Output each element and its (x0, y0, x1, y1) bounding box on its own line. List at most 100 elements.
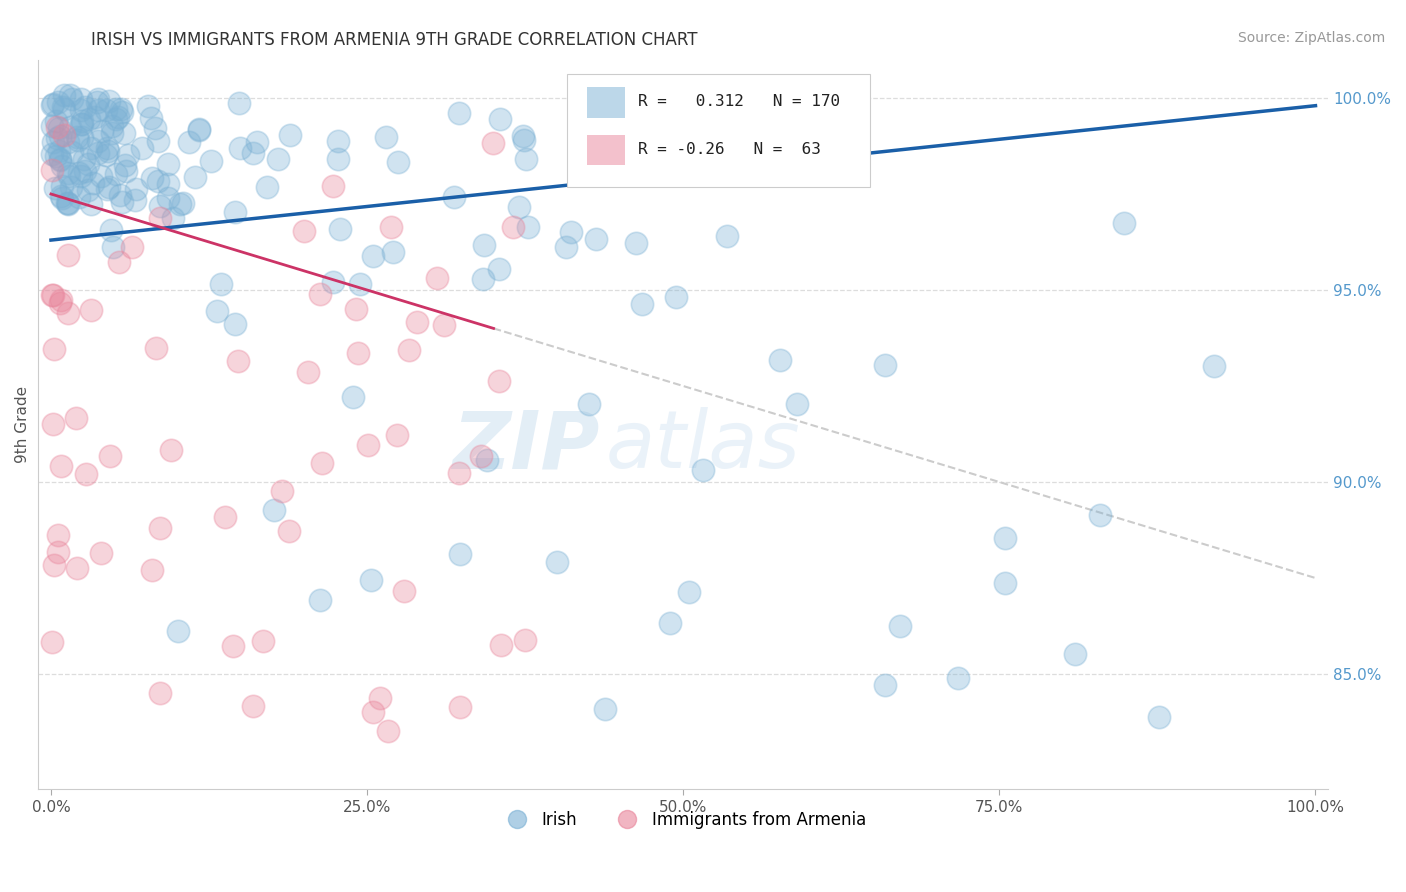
Point (224, 317, 246, 331)
Point (53, 102, 76, 116)
Point (242, 146, 264, 161)
Point (214, 509, 236, 524)
Point (56, 197, 79, 211)
Point (101, 127, 124, 141)
Point (59, 120, 82, 134)
Point (87, 92, 110, 106)
Point (387, 154, 409, 169)
Point (55, 196, 77, 211)
Point (42, 417, 65, 432)
Point (1112, 216, 1135, 230)
Point (104, 112, 127, 127)
Point (51, 178, 73, 193)
Point (381, 244, 404, 259)
Point (361, 705, 384, 719)
Point (51, 191, 73, 205)
Point (308, 593, 330, 607)
Point (475, 452, 498, 467)
Point (228, 354, 250, 368)
Point (96, 141, 118, 155)
Point (172, 195, 194, 210)
Point (124, 182, 146, 196)
Point (58, 136, 80, 150)
Point (80, 141, 103, 155)
Point (49, 189, 72, 203)
Point (659, 616, 682, 631)
Point (52, 87, 75, 102)
Point (278, 524, 301, 539)
Point (508, 200, 530, 214)
Point (45, 113, 67, 128)
Point (87, 134, 110, 148)
Point (73, 100, 96, 114)
Point (70, 130, 93, 145)
Point (398, 343, 420, 357)
Point (297, 365, 319, 379)
Point (104, 168, 127, 182)
Point (489, 638, 512, 652)
Point (111, 195, 134, 210)
Point (41, 98, 63, 112)
Point (546, 555, 568, 569)
Point (48, 121, 70, 136)
Point (143, 121, 166, 136)
Point (449, 700, 471, 714)
Point (326, 153, 349, 167)
Point (111, 105, 134, 120)
Point (60, 92, 83, 106)
Point (160, 443, 183, 458)
Point (326, 134, 349, 148)
Point (44, 558, 66, 572)
Point (322, 179, 344, 194)
Point (692, 463, 714, 477)
Point (49, 128, 72, 143)
Point (184, 170, 207, 185)
Point (678, 584, 700, 599)
Point (41, 146, 63, 161)
Point (91, 124, 114, 138)
Point (41, 163, 63, 178)
Point (443, 190, 465, 204)
Point (75, 467, 97, 481)
Point (114, 126, 136, 140)
Point (141, 563, 163, 577)
Point (560, 225, 582, 239)
Point (515, 153, 537, 167)
Point (70, 92, 93, 106)
Point (593, 702, 616, 716)
Point (149, 211, 172, 226)
Point (948, 671, 970, 685)
Point (90, 169, 112, 183)
Point (578, 396, 600, 410)
Point (512, 133, 534, 147)
Point (56, 305, 79, 319)
Point (84, 110, 107, 124)
Point (222, 640, 245, 654)
Point (62, 145, 84, 159)
Point (107, 110, 129, 124)
Point (342, 390, 364, 404)
Point (94, 148, 117, 162)
Point (626, 236, 648, 251)
Point (162, 211, 184, 225)
Point (554, 240, 576, 254)
Point (322, 276, 344, 290)
Point (224, 205, 246, 219)
Text: ZIP: ZIP (451, 408, 599, 485)
Point (488, 261, 510, 276)
Point (875, 678, 897, 692)
Point (482, 136, 505, 150)
Point (368, 690, 391, 705)
Point (53, 128, 76, 142)
Point (121, 240, 143, 254)
Point (44, 181, 66, 195)
Point (66, 561, 89, 575)
Point (380, 220, 402, 235)
Point (256, 180, 278, 194)
Point (145, 341, 167, 355)
Point (157, 177, 180, 191)
Point (87, 103, 110, 117)
Point (45, 131, 67, 145)
Point (149, 521, 172, 535)
Point (146, 173, 169, 187)
